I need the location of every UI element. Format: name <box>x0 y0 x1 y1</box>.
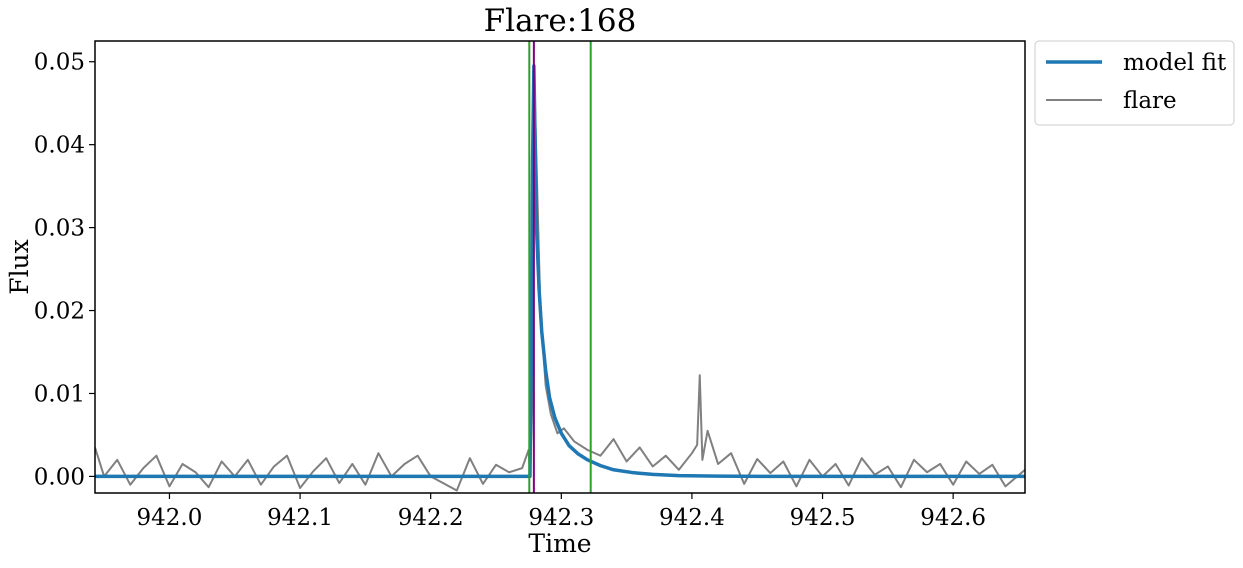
legend-label-model-fit: model fit <box>1123 50 1227 76</box>
x-tick-label: 942.4 <box>659 505 725 531</box>
x-tick-label: 942.1 <box>267 505 333 531</box>
legend-label-flare: flare <box>1123 88 1177 114</box>
series-layer <box>95 64 1025 492</box>
x-axis-label: Time <box>528 529 591 558</box>
y-axis-label: Flux <box>5 239 34 295</box>
x-tick-label: 942.0 <box>137 505 203 531</box>
y-tick-label: 0.05 <box>34 50 85 76</box>
y-tick-label: 0.02 <box>34 299 85 325</box>
x-tick-label: 942.6 <box>920 505 986 531</box>
y-tick-label: 0.00 <box>34 464 85 490</box>
x-tick-label: 942.3 <box>528 505 594 531</box>
series-line-flare <box>95 64 1025 492</box>
x-tick-label: 942.2 <box>398 505 464 531</box>
x-tick-label: 942.5 <box>790 505 856 531</box>
chart-title: Flare:168 <box>484 3 637 39</box>
vertical-marker-lines <box>528 41 592 493</box>
series-line-model-fit <box>95 64 1025 479</box>
y-tick-label: 0.01 <box>34 381 85 407</box>
y-tick-label: 0.03 <box>34 216 85 242</box>
y-axis-ticks: 0.00 0.01 0.02 0.03 0.04 0.05 <box>34 50 95 490</box>
legend: model fit flare <box>1034 40 1235 126</box>
x-axis-ticks: 942.0 942.1 942.2 942.3 942.4 942.5 942.6 <box>137 493 986 531</box>
y-tick-label: 0.04 <box>34 133 85 159</box>
plot-frame <box>94 40 1026 494</box>
